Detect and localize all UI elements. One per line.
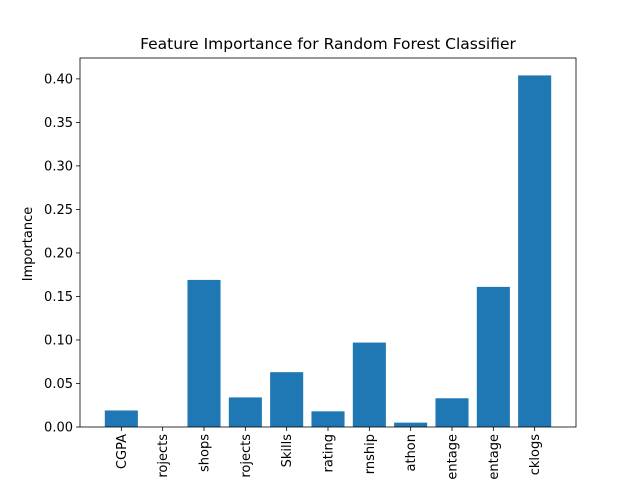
y-tick-label: 0.35 [44, 116, 73, 131]
bar-8 [435, 398, 469, 427]
plot-frame [79, 57, 577, 428]
bar-7 [394, 422, 428, 427]
y-tick-label: 0.25 [44, 203, 73, 218]
x-tick-label: shops [198, 434, 213, 472]
y-tick-label: 0.30 [44, 159, 73, 174]
bar-0 [104, 410, 138, 427]
axes-spines [79, 57, 577, 428]
y-tick-label: 0.40 [44, 72, 73, 87]
x-tick-label: CGPA [115, 434, 130, 469]
y-tick-label: 0.20 [44, 246, 73, 261]
bar-2 [187, 279, 221, 427]
bar-4 [270, 372, 304, 427]
chart-title: Feature Importance for Random Forest Cla… [140, 35, 516, 53]
bar-3 [228, 397, 262, 427]
x-tick-label: entage [446, 434, 461, 480]
x-tick-label: entage [487, 434, 502, 480]
plot-area [104, 75, 552, 427]
y-axis: 0.00 0.05 0.10 0.15 0.20 0.25 0.30 0.35 0.40 [44, 72, 80, 436]
x-tick-label: rojects [156, 434, 171, 478]
y-tick-label: 0.15 [44, 290, 73, 305]
y-axis-label: Importance [21, 207, 36, 282]
x-axis: CGPA rojects shops rojects Skills rating rnshi… [115, 427, 543, 480]
y-tick-label: 0.10 [44, 333, 73, 348]
y-tick-label: 0.00 [44, 421, 73, 436]
x-tick-label: Skills [280, 434, 295, 468]
bar-5 [311, 411, 345, 427]
x-tick-label: rating [322, 434, 337, 473]
x-tick-label: cklogs [528, 434, 543, 475]
bar-10 [518, 75, 552, 427]
x-tick-label: athon [404, 434, 419, 472]
bar-9 [476, 286, 510, 427]
bar-6 [352, 342, 386, 427]
x-tick-label: rojects [239, 434, 254, 478]
x-tick-label: rnship [363, 434, 378, 474]
y-tick-label: 0.05 [44, 377, 73, 392]
